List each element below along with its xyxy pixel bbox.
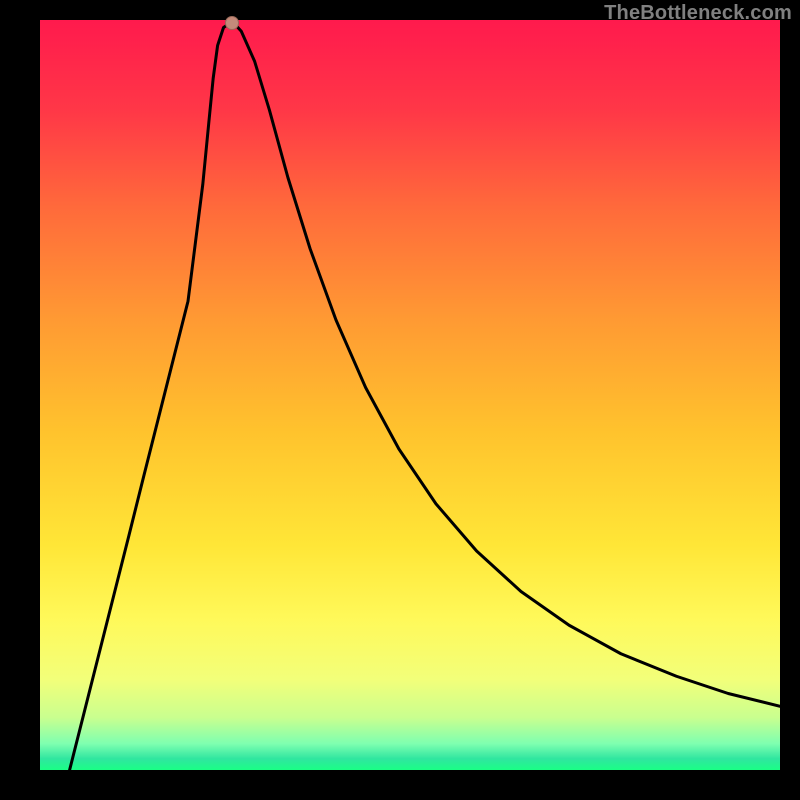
optimal-point-marker — [225, 16, 239, 30]
plot-area — [40, 20, 780, 770]
watermark-text: TheBottleneck.com — [604, 2, 792, 25]
bottleneck-curve — [40, 20, 780, 770]
chart-container: TheBottleneck.com — [0, 0, 800, 800]
